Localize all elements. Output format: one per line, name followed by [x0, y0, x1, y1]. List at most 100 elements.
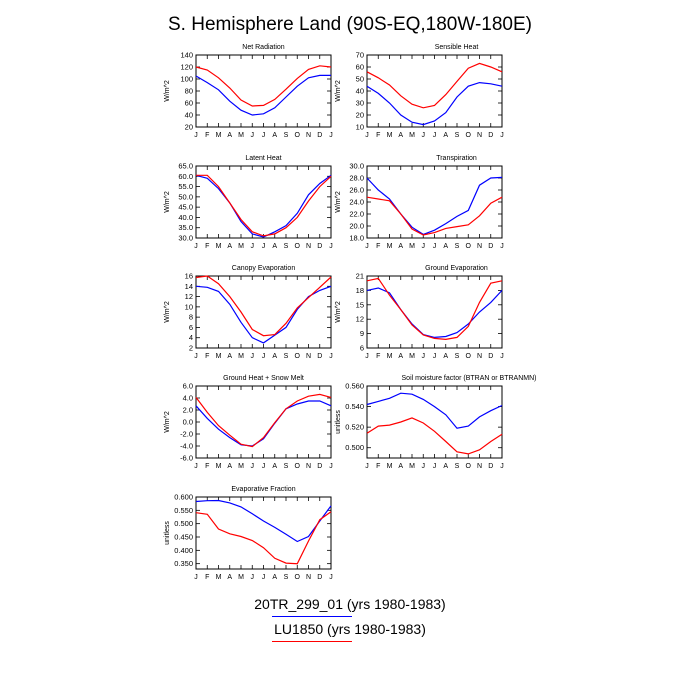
series-line-2	[366, 417, 503, 455]
y-tick-label: 40	[185, 111, 193, 120]
panel-soil-moisture-factor: Soil moisture factor (BTRAN or BTRANMN) …	[331, 375, 536, 494]
legend-label-series1: 20TR_299_01 (yrs 1980-1983)	[254, 596, 446, 612]
x-tick-label: S	[284, 574, 289, 581]
y-axis-label: W/m^2	[335, 191, 342, 213]
x-tick-label: O	[295, 463, 301, 470]
y-tick-label: 35.0	[178, 223, 193, 232]
panel-canopy-evaporation: Canopy Evaporation 2 4 6 8 10 12 14 16 J F M A M J J A S…	[160, 265, 360, 384]
x-tick-label: J	[194, 243, 198, 250]
y-tick-label: 40	[356, 87, 364, 96]
x-tick-label: M	[238, 353, 244, 360]
panel-transpiration: Transpiration 18.0 20.0 22.0 24.0 26.0 28.0 30…	[331, 155, 531, 274]
panel-sensible-heat: Sensible Heat 10 20 30 40 50 60 70 J F M A M J J A S O N D…	[331, 44, 531, 163]
x-tick-label: N	[477, 463, 482, 470]
y-tick-label: 4.0	[183, 394, 193, 403]
x-tick-label: N	[477, 353, 482, 360]
chart-transpiration: 18.020.022.024.026.028.030.0J F M A M J J A S O N D…	[335, 162, 504, 251]
x-tick-label: J	[365, 353, 369, 360]
x-tick-label: O	[295, 353, 301, 360]
x-tick-label: M	[238, 132, 244, 139]
plot-frame	[366, 54, 503, 128]
x-tick-label: F	[205, 574, 209, 581]
x-tick-label: D	[488, 463, 493, 470]
y-axis-label: W/m^2	[164, 411, 171, 433]
x-tick-label: F	[205, 243, 209, 250]
x-tick-label: J	[194, 132, 198, 139]
x-tick-label: F	[376, 243, 380, 250]
x-tick-label: A	[227, 353, 232, 360]
plot-frame	[195, 54, 332, 128]
x-tick-label: F	[376, 463, 380, 470]
x-tick-label: J	[365, 463, 369, 470]
x-tick-label: F	[205, 132, 209, 139]
plot-frame	[195, 275, 332, 349]
x-tick-label: J	[422, 243, 426, 250]
panel-ground-heat-snow-melt: Ground Heat + Snow Melt -6.0 -4.0 -2.0 0.0 2…	[160, 375, 360, 494]
y-tick-label: 18	[356, 286, 364, 295]
series-line-1	[195, 74, 331, 116]
x-tick-label: M	[387, 463, 393, 470]
y-tick-label: 0.560	[345, 382, 364, 391]
x-tick-label: J	[194, 463, 198, 470]
x-tick-label: N	[477, 243, 482, 250]
x-tick-label: J	[329, 463, 333, 470]
y-axis-label: unitless	[335, 410, 342, 434]
y-tick-label: 40.0	[178, 213, 193, 222]
y-tick-label: 50	[356, 75, 364, 84]
x-tick-label: A	[227, 243, 232, 250]
x-tick-label: J	[262, 574, 266, 581]
x-tick-label: M	[387, 132, 393, 139]
x-tick-label: J	[433, 243, 437, 250]
y-tick-label: 26.0	[349, 186, 364, 195]
x-tick-label: M	[409, 353, 415, 360]
x-tick-label: M	[409, 463, 415, 470]
plot-frame	[366, 385, 503, 459]
y-tick-label: 0.600	[174, 493, 193, 502]
y-tick-label: 18.0	[349, 234, 364, 243]
y-tick-label: 8	[189, 313, 193, 322]
x-tick-label: F	[205, 463, 209, 470]
y-tick-label: 0.500	[345, 443, 364, 452]
y-tick-label: 12	[185, 292, 193, 301]
x-tick-label: M	[387, 353, 393, 360]
y-tick-label: 6.0	[183, 382, 193, 391]
y-axis-label: W/m^2	[335, 301, 342, 323]
x-tick-label: J	[329, 132, 333, 139]
y-tick-label: 0.540	[345, 402, 364, 411]
x-tick-label: A	[398, 353, 403, 360]
panel-title: Transpiration	[436, 155, 477, 162]
x-tick-label: S	[284, 132, 289, 139]
x-tick-label: D	[317, 574, 322, 581]
y-tick-label: 100	[180, 75, 193, 84]
y-tick-label: 0.0	[183, 418, 193, 427]
page-title: S. Hemisphere Land (90S-EQ,180W-180E)	[168, 14, 532, 35]
x-tick-label: D	[488, 243, 493, 250]
x-tick-label: A	[398, 243, 403, 250]
x-tick-label: M	[216, 132, 222, 139]
x-tick-label: M	[238, 463, 244, 470]
series-line-2	[195, 275, 332, 337]
x-tick-label: J	[433, 132, 437, 139]
y-tick-label: 140	[180, 51, 193, 60]
x-tick-label: S	[455, 353, 460, 360]
y-tick-label: 20	[356, 111, 364, 120]
y-tick-label: 60	[185, 99, 193, 108]
x-tick-label: J	[500, 353, 504, 360]
x-tick-label: O	[295, 132, 301, 139]
chart-ground-heat-snow-melt: -6.0-4.0-2.00.02.04.06.0J F M A M J J A S O N D JW/m…	[164, 382, 333, 471]
legend-label-series2: LU1850 (yrs 1980-1983)	[274, 621, 426, 637]
x-tick-label: J	[251, 243, 255, 250]
chart-latent-heat: 30.035.040.045.050.055.060.065.0J F M A M J J A…	[164, 162, 333, 251]
panel-title: Canopy Evaporation	[231, 265, 296, 272]
y-tick-label: 6	[189, 323, 193, 332]
y-tick-label: 0.400	[174, 546, 193, 555]
x-tick-label: J	[433, 353, 437, 360]
x-tick-label: A	[227, 132, 232, 139]
x-tick-label: O	[466, 132, 472, 139]
series-line-2	[195, 393, 332, 448]
y-tick-label: 0.350	[174, 559, 193, 568]
x-tick-label: J	[500, 243, 504, 250]
y-tick-label: 30.0	[349, 162, 364, 171]
x-tick-label: S	[455, 132, 460, 139]
